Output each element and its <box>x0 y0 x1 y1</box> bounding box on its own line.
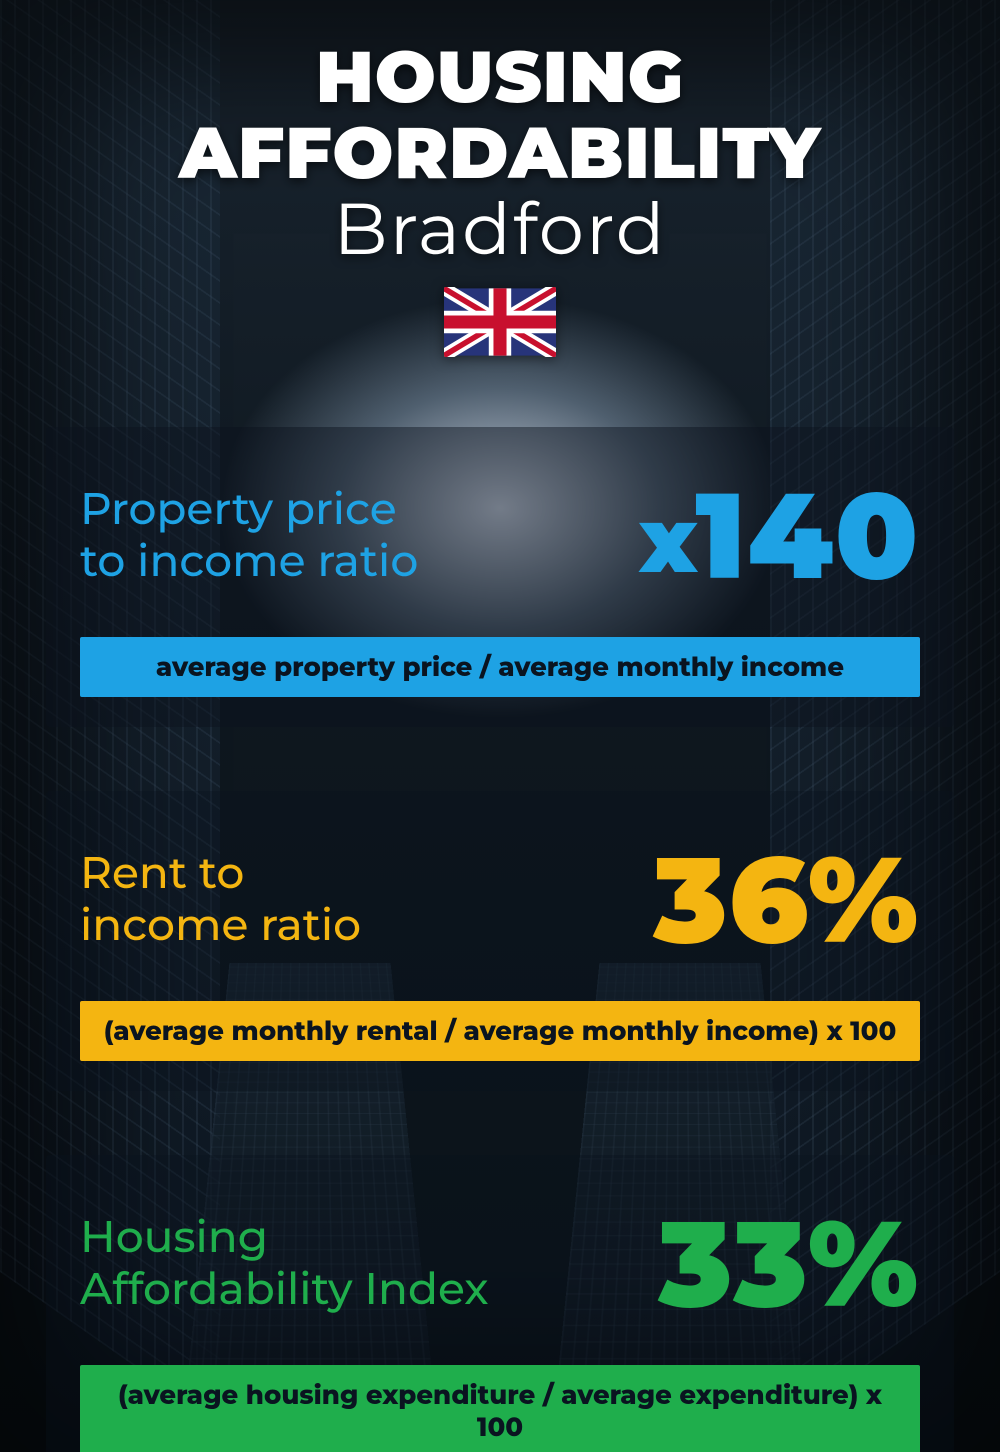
card-property-price-ratio: Property priceto income ratio x140 avera… <box>46 427 954 727</box>
value-number: 140 <box>695 463 920 609</box>
card-row: Property priceto income ratio x140 <box>80 463 920 609</box>
card-label: HousingAffordability Index <box>80 1212 489 1316</box>
formula-bar: (average monthly rental / average monthl… <box>80 1001 920 1061</box>
header: HOUSING AFFORDABILITY Bradford <box>36 40 964 357</box>
value-prefix: x <box>639 485 699 595</box>
formula-bar: average property price / average monthly… <box>80 637 920 697</box>
formula-bar: (average housing expenditure / average e… <box>80 1365 920 1452</box>
card-label: Property priceto income ratio <box>80 484 418 588</box>
page-subtitle: Bradford <box>36 185 964 273</box>
value-number: 33% <box>658 1191 920 1337</box>
cards-container: Property priceto income ratio x140 avera… <box>36 427 964 1452</box>
card-label: Rent toincome ratio <box>80 848 361 952</box>
card-affordability-index: HousingAffordability Index 33% (average … <box>46 1155 954 1452</box>
card-row: HousingAffordability Index 33% <box>80 1191 920 1337</box>
card-value: x140 <box>639 463 920 609</box>
infographic: HOUSING AFFORDABILITY Bradford Property … <box>0 0 1000 1452</box>
uk-flag-icon <box>444 287 556 357</box>
value-number: 36% <box>653 827 920 973</box>
page-title: HOUSING AFFORDABILITY <box>36 40 964 191</box>
card-value: 33% <box>662 1191 920 1337</box>
card-value: 36% <box>657 827 920 973</box>
card-rent-income-ratio: Rent toincome ratio 36% (average monthly… <box>46 791 954 1091</box>
card-row: Rent toincome ratio 36% <box>80 827 920 973</box>
